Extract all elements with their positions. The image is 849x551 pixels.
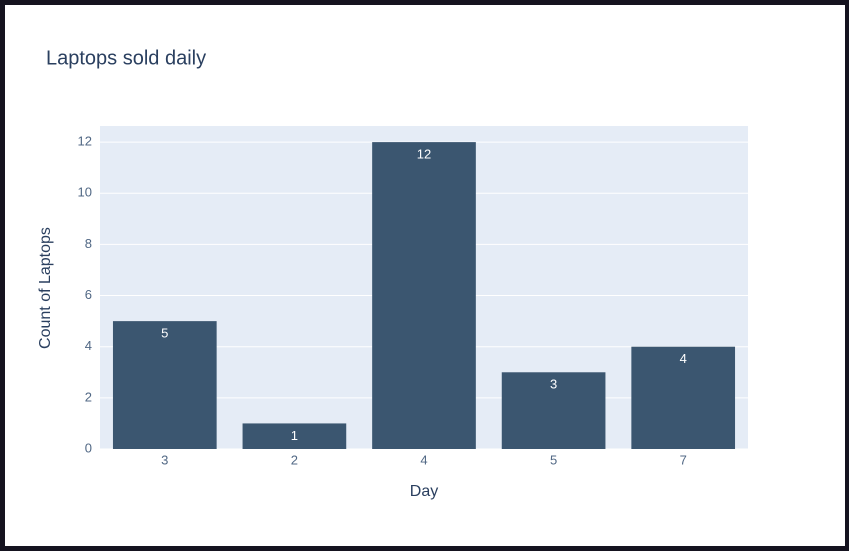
data-label: 3 [550,377,557,392]
bar [112,321,217,449]
data-label: 1 [291,428,298,443]
chart-title: Laptops sold daily [46,47,206,69]
data-label: 12 [417,147,431,162]
y-tick-label: 10 [78,185,92,200]
x-tick-label: 7 [680,452,687,467]
data-label: 5 [161,326,168,341]
x-tick-label: 3 [161,452,168,467]
y-tick-label: 4 [85,338,92,353]
bar [372,142,476,449]
y-tick-label: 12 [78,134,92,149]
bar [242,423,347,449]
y-tick-label: 2 [85,389,92,404]
data-label: 4 [680,351,687,366]
y-axis-title: Count of Laptops [37,227,54,349]
y-tick-label: 6 [85,287,92,302]
x-tick-label: 2 [291,452,298,467]
x-axis-title: Day [410,483,438,500]
y-tick-label: 0 [85,440,92,455]
bars: 5 1 12 3 4 [112,142,736,449]
bar [501,372,606,449]
x-tick-label: 5 [550,452,557,467]
bar [631,346,736,449]
y-tick-label: 8 [85,236,92,251]
x-tick-label: 4 [420,452,427,467]
